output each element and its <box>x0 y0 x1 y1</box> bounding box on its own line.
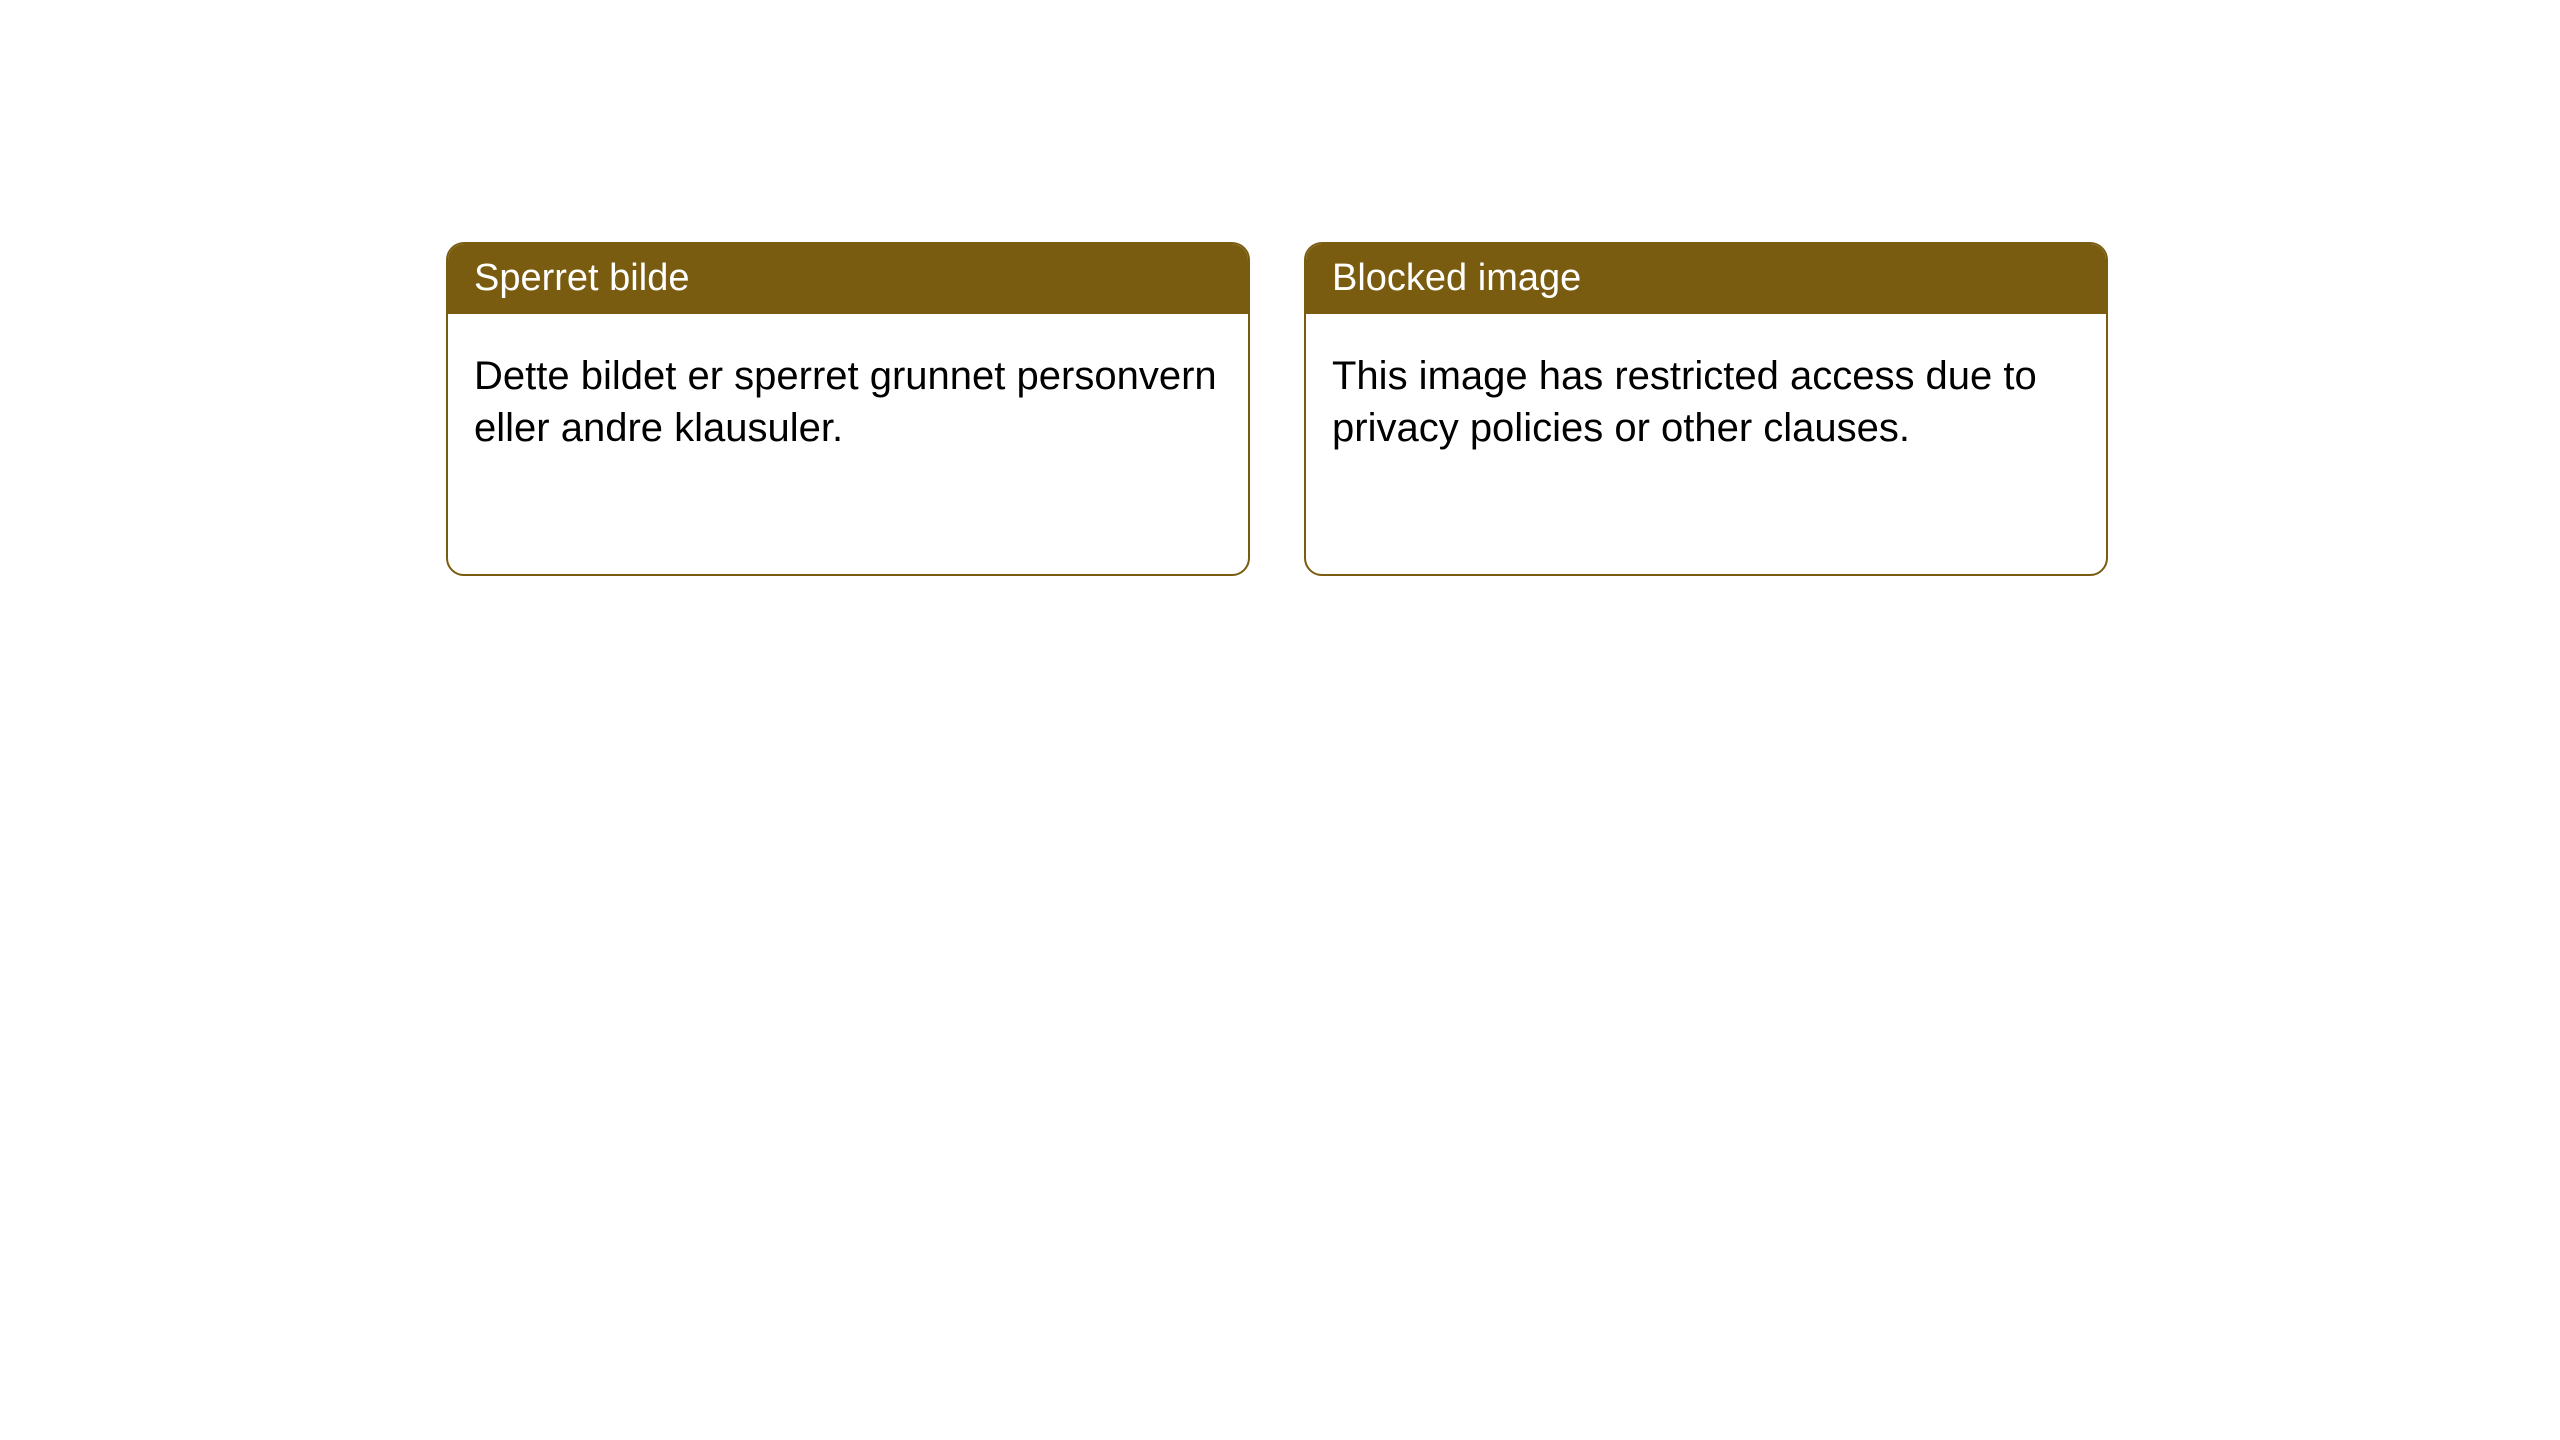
card-title-no: Sperret bilde <box>448 244 1248 314</box>
card-body-en: This image has restricted access due to … <box>1306 314 2106 480</box>
notice-cards-container: Sperret bilde Dette bildet er sperret gr… <box>446 242 2108 576</box>
page-viewport: Sperret bilde Dette bildet er sperret gr… <box>0 0 2560 1440</box>
card-body-no: Dette bildet er sperret grunnet personve… <box>448 314 1248 480</box>
blocked-image-card-en: Blocked image This image has restricted … <box>1304 242 2108 576</box>
blocked-image-card-no: Sperret bilde Dette bildet er sperret gr… <box>446 242 1250 576</box>
card-title-en: Blocked image <box>1306 244 2106 314</box>
